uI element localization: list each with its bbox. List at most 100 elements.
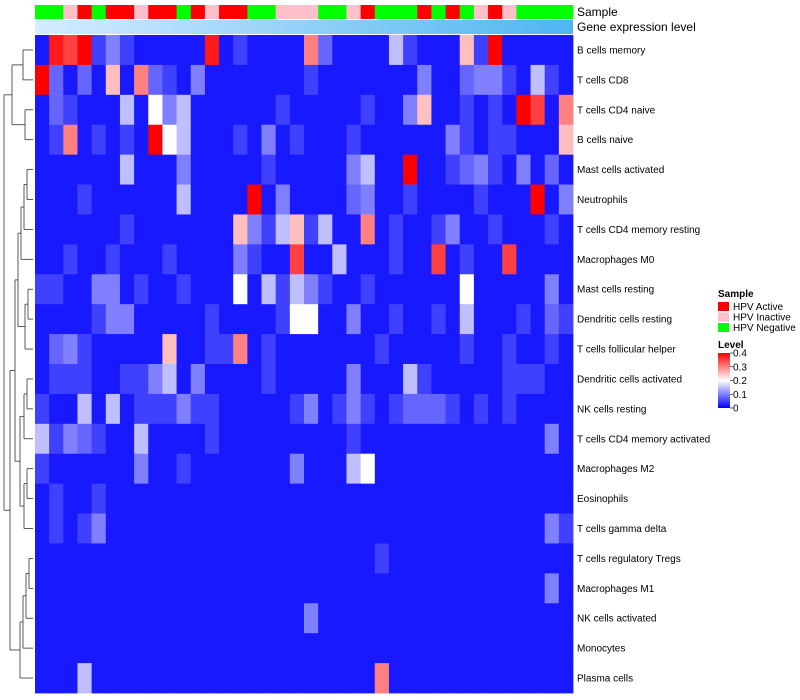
heatmap-cell — [105, 35, 121, 66]
heatmap-cell — [544, 453, 560, 485]
heatmap-cell — [233, 94, 248, 126]
heatmap-cell — [530, 633, 546, 664]
heatmap-cell — [247, 364, 262, 395]
level-tick-label: 0.2 — [733, 376, 747, 387]
heatmap-cell — [360, 94, 376, 126]
heatmap-cell — [176, 35, 192, 66]
heatmap-cell — [346, 483, 362, 514]
sample-annotation-cell — [289, 5, 305, 19]
heatmap-cell — [431, 364, 446, 395]
heatmap-cell — [417, 423, 432, 455]
heatmap-cell — [77, 513, 93, 544]
heatmap-cell — [516, 64, 531, 96]
heatmap-cell — [233, 304, 248, 335]
heatmap-cell — [35, 364, 50, 395]
sample-annotation-cell — [431, 5, 446, 19]
heatmap-cell — [473, 393, 489, 425]
heatmap-cell — [134, 603, 149, 634]
heatmap-cell — [204, 184, 220, 215]
heatmap-cell — [190, 35, 206, 66]
heatmap-cell — [119, 364, 135, 395]
heatmap-cell — [233, 393, 248, 425]
heatmap-cell — [275, 35, 291, 66]
heatmap-cell — [190, 184, 206, 215]
heatmap-cell — [289, 513, 305, 544]
heatmap-cell — [77, 64, 93, 96]
heatmap-cell — [346, 603, 362, 634]
heatmap-cell — [473, 543, 489, 574]
heatmap-cell — [91, 244, 107, 275]
heatmap-cell — [346, 274, 362, 305]
heatmap-cell — [105, 543, 121, 574]
heatmap-cell — [261, 483, 277, 514]
heatmap-cell — [119, 35, 135, 66]
heatmap-cell — [403, 423, 418, 455]
heatmap-cell — [49, 573, 64, 604]
heatmap-cell — [445, 633, 461, 664]
heatmap-cell — [388, 274, 404, 305]
heatmap-cell — [473, 423, 489, 455]
heatmap-cell — [530, 94, 546, 126]
level-color-scale — [718, 353, 730, 408]
heatmap-cell — [63, 633, 78, 664]
heatmap-cell — [190, 663, 206, 694]
heatmap-cell — [502, 603, 517, 634]
heatmap-cell — [374, 214, 390, 245]
heatmap-cell — [488, 334, 503, 365]
heatmap-cell — [530, 543, 546, 574]
heatmap-cell — [445, 543, 461, 574]
heatmap-cell — [488, 453, 503, 485]
heatmap-cell — [388, 633, 404, 664]
heatmap-cell — [304, 94, 319, 126]
heatmap-cell — [530, 124, 546, 156]
heatmap-cell — [105, 184, 121, 215]
heatmap-cell — [91, 304, 107, 335]
heatmap-cell — [544, 633, 560, 664]
heatmap-cell — [318, 214, 333, 245]
sample-annotation-cell — [459, 5, 475, 19]
heatmap-cell — [233, 214, 248, 245]
heatmap-cell — [304, 573, 319, 604]
heatmap-cell — [233, 364, 248, 395]
heatmap-cell — [502, 633, 517, 664]
heatmap-cell — [91, 184, 107, 215]
heatmap-cell — [275, 214, 291, 245]
heatmap-cell — [346, 154, 362, 185]
heatmap-cell — [219, 633, 234, 664]
heatmap-cell — [360, 364, 376, 395]
heatmap-cell — [219, 453, 234, 485]
heatmap-cell — [63, 423, 78, 455]
heatmap-cell — [473, 603, 489, 634]
heatmap-cell — [233, 274, 248, 305]
heatmap-cell — [459, 483, 475, 514]
heatmap-cell — [473, 124, 489, 156]
heatmap-cell — [49, 393, 64, 425]
row-label: NK cells activated — [577, 614, 656, 625]
row-label: B cells memory — [577, 45, 645, 56]
heatmap-cell — [488, 184, 503, 215]
heatmap-cell — [49, 334, 64, 365]
heatmap-cell — [233, 423, 248, 455]
row-label: Dendritic cells resting — [577, 315, 672, 326]
heatmap-cell — [35, 603, 50, 634]
heatmap-cell — [63, 393, 78, 425]
level-tick-label: 0.4 — [733, 349, 747, 360]
heatmap-cell — [530, 184, 546, 215]
heatmap-cell — [289, 543, 305, 574]
heatmap-cell — [558, 124, 574, 156]
sample-annotation-cell — [105, 5, 121, 19]
heatmap-cell — [332, 64, 347, 96]
heatmap-cell — [261, 513, 277, 544]
heatmap-cell — [459, 35, 475, 66]
heatmap-cell — [388, 663, 404, 694]
heatmap-cell — [332, 513, 347, 544]
heatmap-cell — [388, 64, 404, 96]
heatmap-cell — [176, 573, 192, 604]
heatmap-cell — [374, 184, 390, 215]
heatmap-cell — [516, 633, 531, 664]
heatmap-cell — [190, 483, 206, 514]
heatmap-cell — [502, 124, 517, 156]
heatmap-cell — [247, 453, 262, 485]
heatmap-cell — [403, 214, 418, 245]
heatmap-cell — [35, 214, 50, 245]
